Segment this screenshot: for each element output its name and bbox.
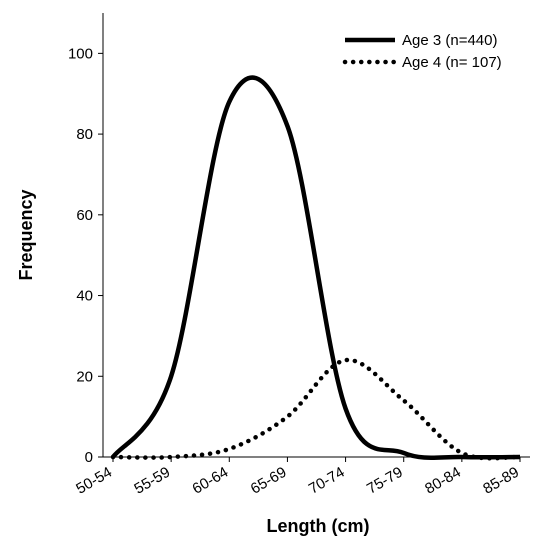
y-tick-label: 60 <box>76 207 93 224</box>
x-tick-label: 65-69 <box>248 464 290 498</box>
x-axis-title: Length (cm) <box>267 516 370 536</box>
y-tick-label: 80 <box>76 126 93 143</box>
x-tick-label: 50-54 <box>73 464 115 498</box>
x-tick-label: 70-74 <box>306 464 348 498</box>
x-tick-label: 55-59 <box>131 464 173 498</box>
y-tick-label: 40 <box>76 288 93 305</box>
y-tick-label: 100 <box>68 45 93 62</box>
x-tick-label: 85-89 <box>480 464 522 498</box>
series-line <box>110 357 523 461</box>
series-line <box>111 75 521 461</box>
y-tick-label: 20 <box>76 368 93 385</box>
x-tick-label: 60-64 <box>190 464 232 498</box>
y-tick-label: 0 <box>85 449 93 466</box>
x-tick-label: 80-84 <box>422 464 464 498</box>
y-axis-title: Frequency <box>16 189 36 280</box>
legend-label: Age 3 (n=440) <box>402 32 498 49</box>
legend-label: Age 4 (n= 107) <box>402 54 502 71</box>
x-tick-label: 75-79 <box>364 464 406 498</box>
